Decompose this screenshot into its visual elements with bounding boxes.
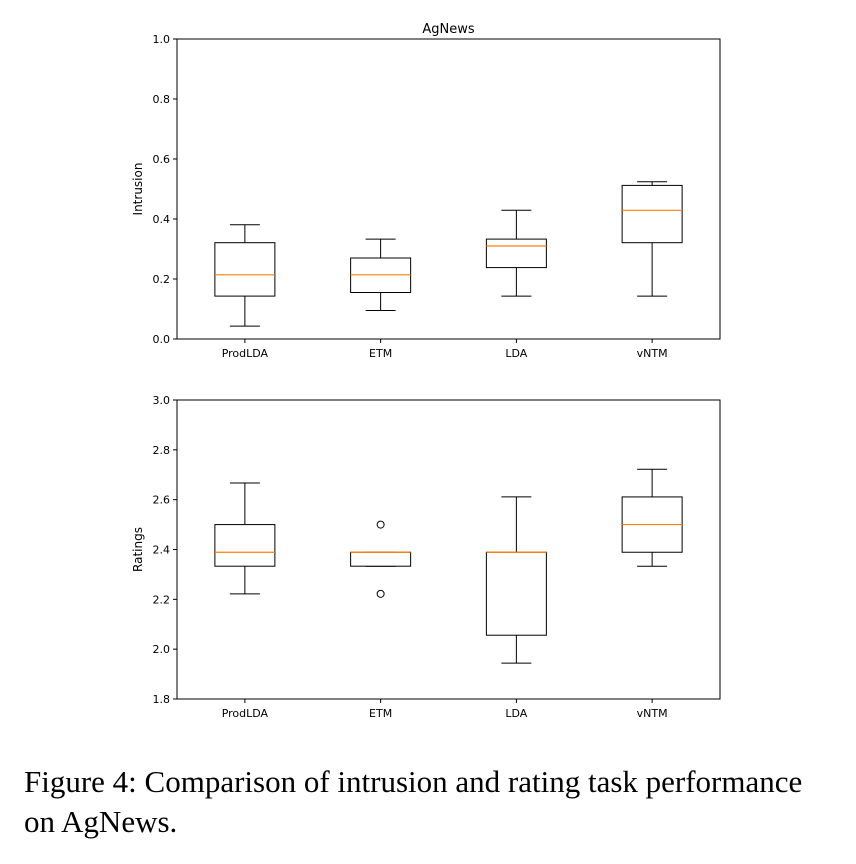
x-tick-label: ETM <box>369 707 392 720</box>
y-tick-label: 0.4 <box>153 213 171 226</box>
y-tick-label: 0.2 <box>153 273 171 286</box>
iqr-box <box>485 238 547 269</box>
iqr-box <box>485 551 547 636</box>
iqr-box <box>350 551 412 567</box>
iqr-box <box>214 524 276 567</box>
y-tick-label: 1.8 <box>153 693 171 706</box>
iqr-box <box>214 242 276 297</box>
x-tick-label: ETM <box>369 347 392 360</box>
y-tick-label: 3.0 <box>153 394 171 407</box>
y-tick-label: 0.0 <box>153 333 171 346</box>
iqr-box <box>621 184 683 244</box>
box-etm <box>350 238 412 311</box>
x-tick-label: LDA <box>505 707 527 720</box>
box-vntm <box>621 468 683 567</box>
figure-caption: Figure 4: Comparison of intrusion and ra… <box>24 764 803 839</box>
outlier-point <box>376 589 385 598</box>
box-lda <box>485 209 547 297</box>
y-tick-label: 2.0 <box>153 643 171 656</box>
box-lda <box>485 496 547 664</box>
box-etm <box>350 520 412 598</box>
x-tick-label: vNTM <box>637 707 668 720</box>
y-tick-label: 2.2 <box>153 593 171 606</box>
y-tick-label: 0.8 <box>153 93 171 106</box>
box-prodlda <box>214 224 276 327</box>
x-tick-label: vNTM <box>637 347 668 360</box>
box-prodlda <box>214 482 276 595</box>
x-tick-label: LDA <box>505 347 527 360</box>
outlier-point <box>376 520 385 529</box>
y-tick-label: 0.6 <box>153 153 171 166</box>
y-tick-label: 2.4 <box>153 544 171 557</box>
y-tick-label: 2.8 <box>153 444 171 457</box>
box-vntm <box>621 181 683 297</box>
y-tick-label: 2.6 <box>153 494 171 507</box>
y-axis-label: Intrusion <box>131 163 145 216</box>
x-tick-label: ProdLDA <box>222 347 269 360</box>
panel-intrusion: AgNews 0.0 0.2 0.4 0.6 0.8 1.0 Intrusion ProdLDA… <box>131 22 721 360</box>
x-tick-label: ProdLDA <box>222 707 269 720</box>
panel-ratings: 1.8 2.0 2.2 2.4 2.6 2.8 3.0 Ratings ProdLDA ETM LD… <box>131 394 721 720</box>
y-axis-label: Ratings <box>131 527 145 572</box>
y-tick-label: 1.0 <box>153 33 171 46</box>
axes-frame <box>176 38 721 340</box>
chart-title: AgNews <box>422 22 475 37</box>
agnews-boxplot-figure: AgNews 0.0 0.2 0.4 0.6 0.8 1.0 Intrusion ProdLDA… <box>131 22 721 720</box>
